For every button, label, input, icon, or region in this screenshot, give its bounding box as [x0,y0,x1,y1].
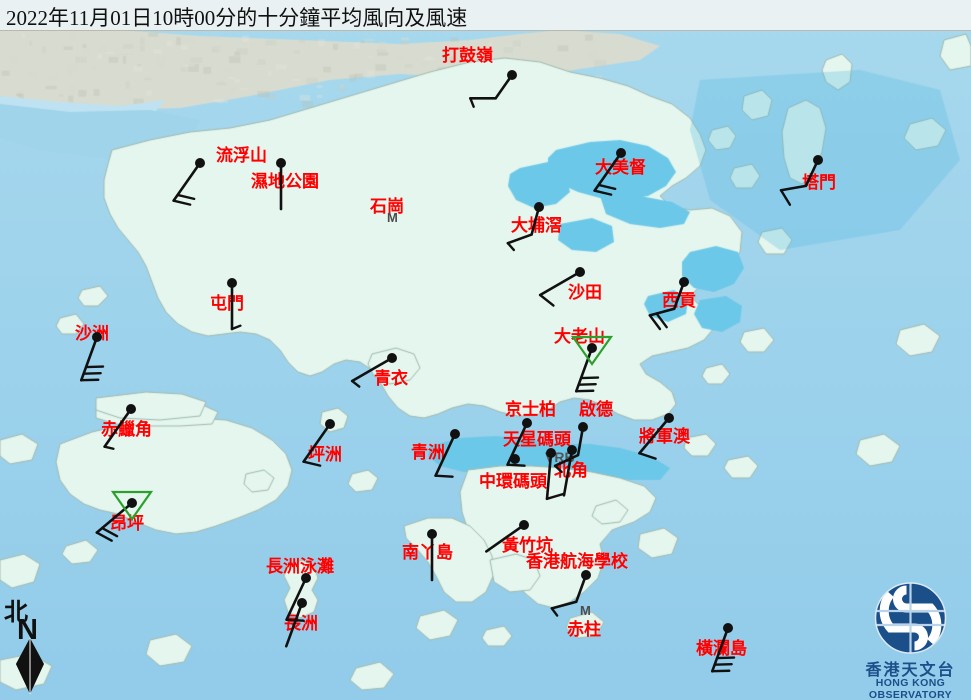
station-marker[interactable] [712,623,734,671]
wind-barb-half [352,381,359,387]
wind-barb-staff [436,434,455,476]
wind-barb-staff [564,450,572,495]
wind-barb-full [97,533,112,541]
station-dot [276,158,286,168]
station-marker[interactable] [174,158,205,205]
station-marker[interactable] [436,429,460,477]
station-dot [534,202,544,212]
wind-barb-full [102,528,117,536]
wind-barb-staff [781,160,818,190]
station-wind-barb-layer [0,0,971,700]
station-marker[interactable] [105,404,136,449]
station-marker[interactable] [286,598,307,646]
wind-barb-half [508,243,514,250]
station-dot [522,418,532,428]
station-dot [387,353,397,363]
wind-barb-staff [304,424,330,462]
wind-map-page: 打鼓嶺 流浮山 濕地公園 石崗 M 大美督 塔門 大埔滘 屯門 沙田 西貢 大老山 沙洲 青衣 赤鱲角 京士柏… [0,0,971,700]
wind-barb-staff [508,207,539,243]
wind-barb-staff [540,272,580,295]
wind-barb-staff [547,453,551,499]
station-dot [813,155,823,165]
wind-barb-staff [486,525,524,551]
station-dot [723,623,733,633]
station-marker[interactable] [781,155,823,205]
station-dot [578,422,588,432]
station-marker[interactable] [427,529,437,580]
hko-name-en: HONG KONG OBSERVATORY [850,677,971,700]
station-marker[interactable] [470,70,517,107]
station-dot [92,332,102,342]
station-dot [581,570,591,580]
title-bar: 2022年11月01日10時00分的十分鐘平均風向及風速 [0,0,971,31]
hko-logo: 香港天文台 HONG KONG OBSERVATORY [854,582,967,697]
station-marker[interactable] [97,492,151,541]
station-marker[interactable] [352,353,397,387]
station-marker[interactable] [510,454,520,464]
station-marker[interactable] [573,337,611,391]
hko-emblem-icon [854,582,967,654]
page-title: 2022年11月01日10時00分的十分鐘平均風向及風速 [6,2,467,32]
station-marker[interactable] [639,413,674,459]
station-marker[interactable] [546,448,563,499]
station-marker[interactable] [595,148,626,195]
station-marker[interactable] [486,520,529,551]
station-marker[interactable] [304,419,335,466]
wind-barb-staff [552,575,586,608]
station-dot [227,278,237,288]
wind-barb-full [178,195,195,199]
station-dot [679,277,689,287]
station-marker[interactable] [227,278,240,329]
wind-barb-full [304,462,321,466]
wind-barb-full [547,494,563,499]
wind-barb-full [599,185,616,189]
station-dot [616,148,626,158]
compass-rose: 北 N [4,594,60,698]
station-dot [510,454,520,464]
station-dot [427,529,437,539]
wind-barb-half [552,608,557,615]
station-marker[interactable] [552,570,591,616]
station-marker[interactable] [540,267,585,306]
station-dot [297,598,307,608]
station-dot [195,158,205,168]
station-dot [567,445,577,455]
wind-barb-half [105,447,114,449]
wind-barb-full [595,191,612,195]
compass-needle-icon [4,594,60,698]
station-dot [546,448,556,458]
station-marker[interactable] [508,202,544,250]
wind-barb-full [508,465,525,466]
station-dot [325,419,335,429]
station-marker[interactable] [81,332,103,380]
wind-barb-full [639,453,655,458]
wind-barb-full [781,190,790,204]
station-marker[interactable] [650,277,689,329]
station-dot [301,573,311,583]
wind-barb-full [540,295,553,306]
station-marker[interactable] [276,158,286,209]
station-dot [664,413,674,423]
station-dot [127,498,137,508]
station-dot [126,404,136,414]
wind-barb-half [555,466,562,472]
wind-barb-full [174,201,191,205]
wind-barb-staff [470,75,512,98]
station-dot [575,267,585,277]
wind-barb-staff [105,409,131,447]
station-dot [519,520,529,530]
wind-barb-staff [639,418,669,453]
wind-barb-full [436,476,453,477]
wind-barb-staff [352,358,392,381]
station-dot [587,343,597,353]
wind-barb-staff [650,282,684,315]
station-dot [450,429,460,439]
station-marker[interactable] [564,445,577,495]
wind-barb-staff [286,603,302,646]
station-dot [507,70,517,80]
